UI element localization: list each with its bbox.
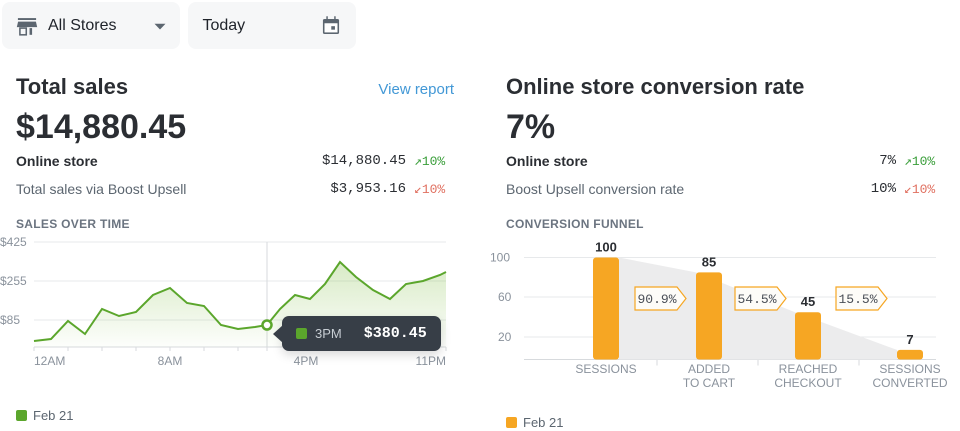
svg-text:REACHED: REACHED — [779, 362, 838, 376]
svg-text:TO CART: TO CART — [683, 376, 736, 390]
svg-text:CHECKOUT: CHECKOUT — [774, 376, 842, 390]
svg-text:11PM: 11PM — [416, 354, 446, 368]
svg-text:90.9%: 90.9% — [637, 292, 676, 307]
svg-text:54.5%: 54.5% — [737, 292, 776, 307]
svg-text:ADDED: ADDED — [688, 362, 730, 376]
svg-text:12AM: 12AM — [34, 354, 65, 368]
svg-text:8AM: 8AM — [158, 354, 183, 368]
svg-text:$425: $425 — [0, 237, 27, 249]
svg-text:100: 100 — [595, 240, 617, 255]
svg-text:15.5%: 15.5% — [838, 292, 877, 307]
svg-text:45: 45 — [801, 294, 815, 309]
svg-text:4PM: 4PM — [294, 354, 319, 368]
svg-text:85: 85 — [702, 254, 716, 269]
svg-text:$85: $85 — [0, 313, 20, 327]
svg-text:100: 100 — [490, 251, 510, 265]
svg-text:$255: $255 — [0, 274, 27, 288]
svg-text:SESSIONS: SESSIONS — [879, 362, 940, 376]
svg-text:CONVERTED: CONVERTED — [872, 376, 947, 390]
svg-text:20: 20 — [498, 330, 512, 344]
svg-text:SESSIONS: SESSIONS — [575, 362, 636, 376]
svg-text:60: 60 — [498, 290, 512, 304]
svg-text:7: 7 — [906, 332, 913, 347]
